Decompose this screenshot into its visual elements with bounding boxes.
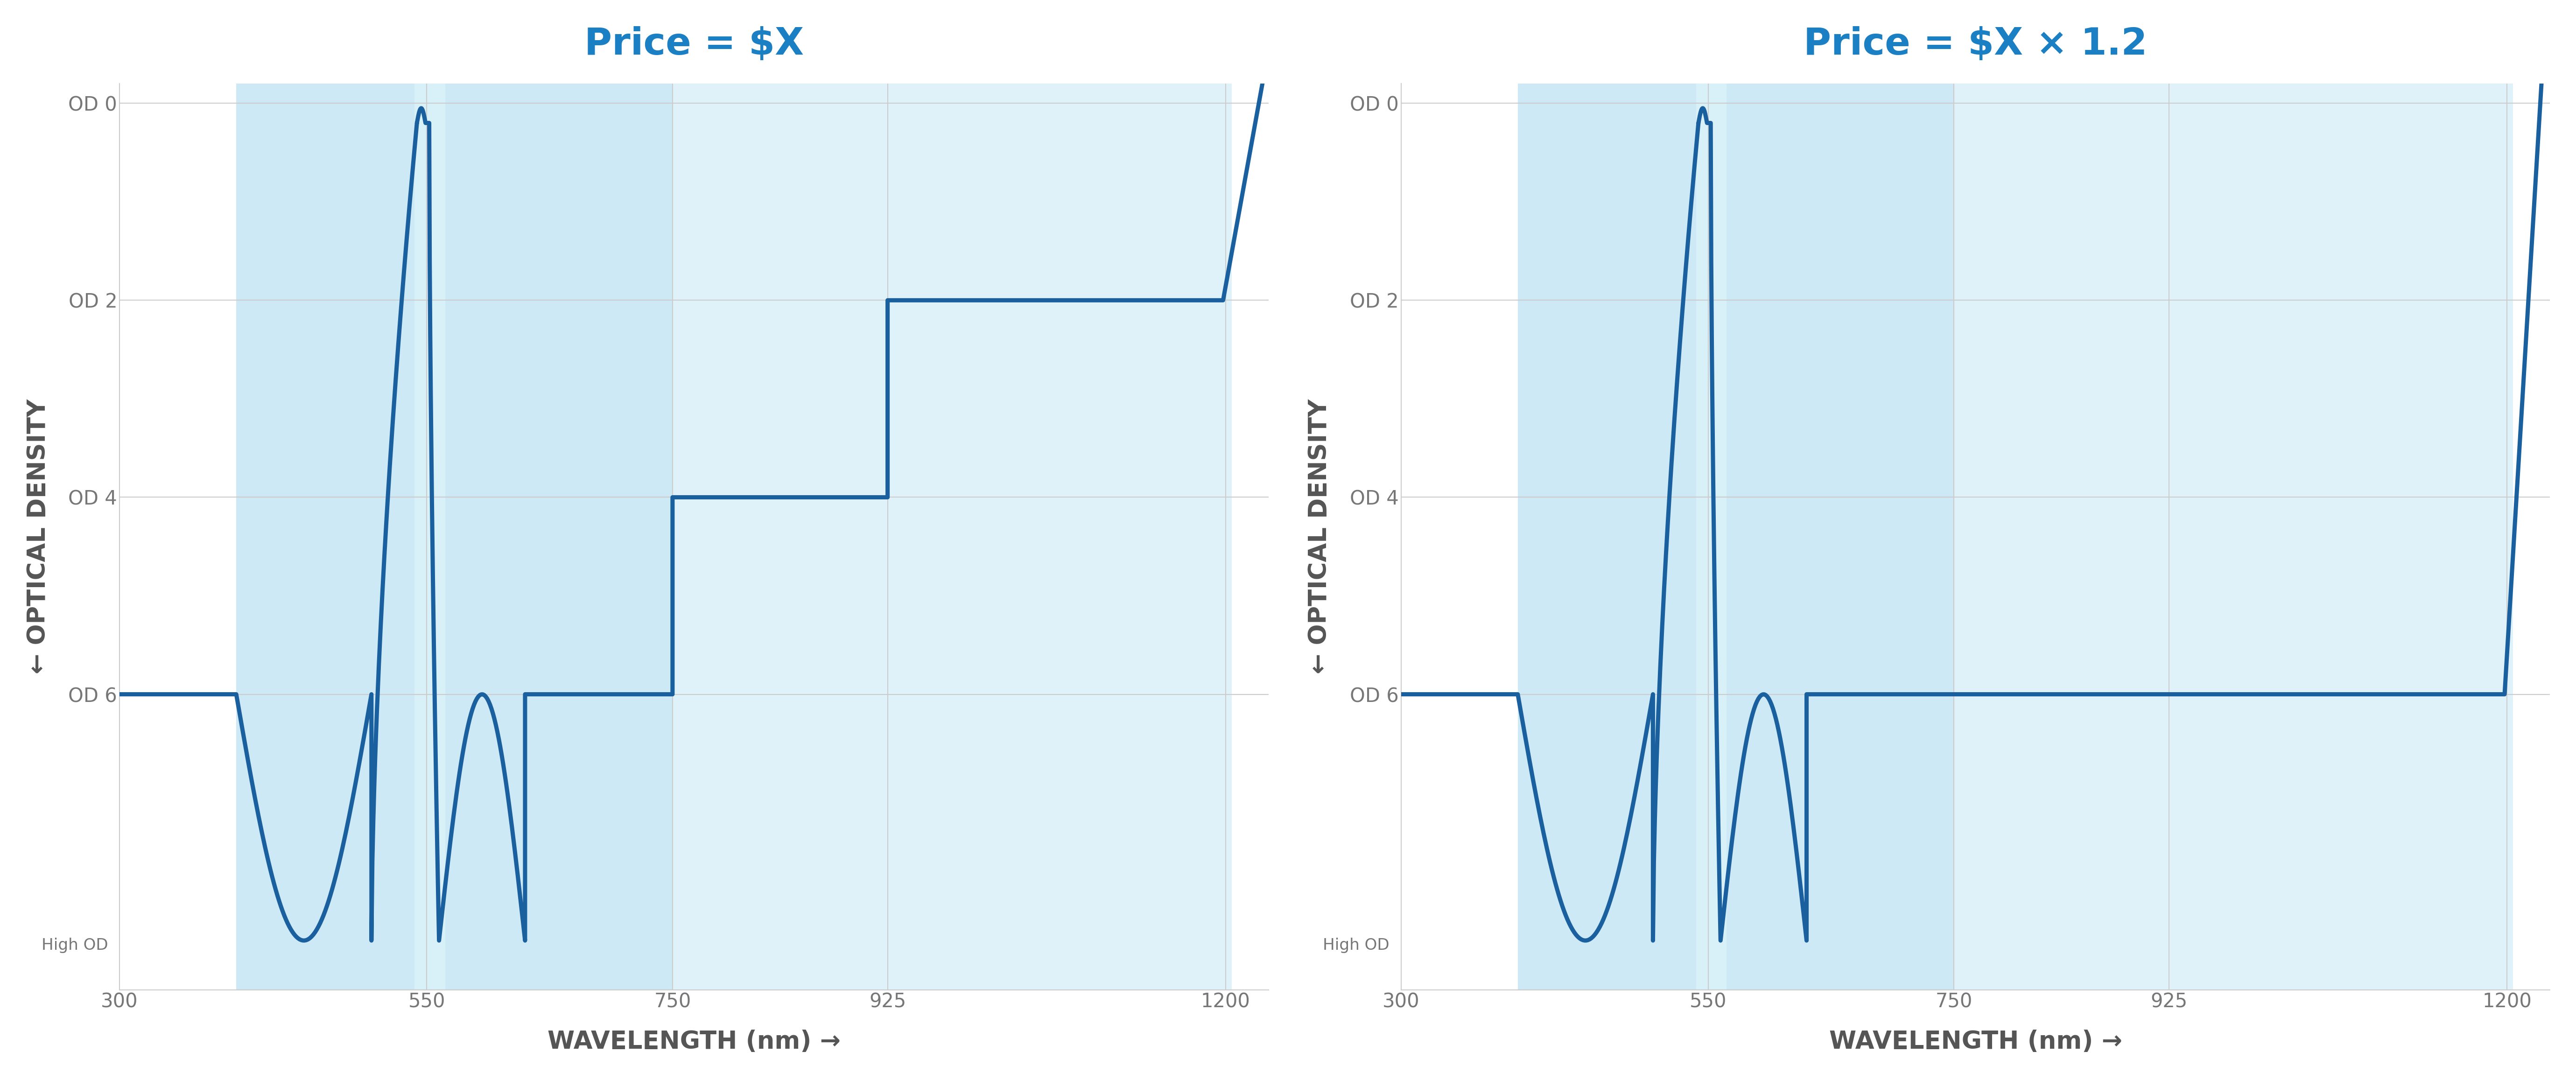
X-axis label: WAVELENGTH (nm) →: WAVELENGTH (nm) → [1829,1030,2123,1054]
X-axis label: WAVELENGTH (nm) →: WAVELENGTH (nm) → [549,1030,840,1054]
Bar [672,83,1231,989]
Y-axis label: ← OPTICAL DENSITY: ← OPTICAL DENSITY [26,400,49,674]
Title: Price = $X × 1.2: Price = $X × 1.2 [1803,26,2148,63]
Bar [415,83,446,989]
Text: High OD: High OD [41,937,108,954]
Y-axis label: ← OPTICAL DENSITY: ← OPTICAL DENSITY [1309,400,1332,674]
Title: Price = $X: Price = $X [585,26,804,63]
Bar [237,83,672,989]
Text: High OD: High OD [1324,937,1388,954]
Bar [1955,83,2514,989]
Bar [1517,83,1955,989]
Bar [1695,83,1726,989]
